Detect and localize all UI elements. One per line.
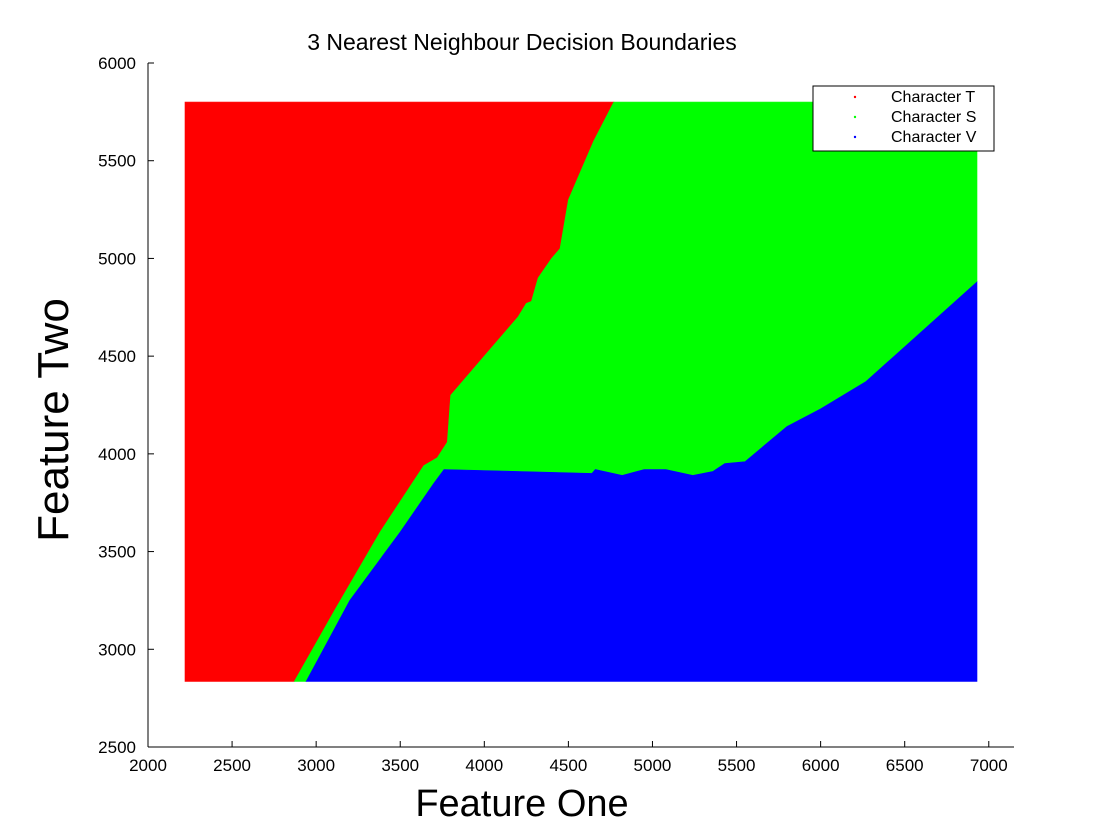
y-tick-label: 4000 (98, 445, 136, 464)
decision-regions (184, 101, 978, 682)
y-tick-label: 5500 (98, 152, 136, 171)
legend-box (812, 85, 995, 152)
x-tick-label: 3500 (381, 756, 419, 775)
y-ticks: 2500 3000 3500 4000 4500 5000 5500 6000 (98, 54, 154, 757)
legend-marker (853, 95, 857, 99)
x-tick-label: 2500 (213, 756, 251, 775)
legend-marker (853, 115, 857, 119)
axes: 2000 2500 3000 3500 4000 4500 5000 5500 6000 6500… (98, 54, 1014, 775)
x-axis-label: Feature One (415, 783, 628, 825)
x-tick-label: 4000 (465, 756, 503, 775)
legend-entry: Character V (891, 129, 977, 146)
y-axis-label: Feature Two (29, 298, 78, 542)
x-ticks: 2000 2500 3000 3500 4000 4500 5000 5500 6000 6500… (129, 741, 1008, 775)
x-tick-label: 5000 (634, 756, 672, 775)
x-tick-label: 6000 (802, 756, 840, 775)
x-tick-label: 4500 (549, 756, 587, 775)
legend-marker (853, 135, 857, 139)
y-tick-label: 3000 (98, 640, 136, 659)
x-tick-label: 7000 (970, 756, 1008, 775)
region-character-v (305, 281, 978, 682)
y-tick-label: 2500 (98, 738, 136, 757)
y-tick-label: 4500 (98, 347, 136, 366)
y-tick-label: 3500 (98, 543, 136, 562)
chart-title: 3 Nearest Neighbour Decision Boundaries (307, 29, 737, 55)
x-tick-label: 3000 (297, 756, 335, 775)
legend-entry: Character T (891, 89, 975, 106)
x-tick-label: 5500 (718, 756, 756, 775)
y-tick-label: 5000 (98, 249, 136, 268)
x-tick-label: 2000 (129, 756, 167, 775)
x-tick-label: 6500 (886, 756, 924, 775)
legend-entry: Character S (891, 109, 976, 126)
legend: Character T Character S Character V (812, 85, 995, 152)
y-tick-label: 6000 (98, 54, 136, 73)
